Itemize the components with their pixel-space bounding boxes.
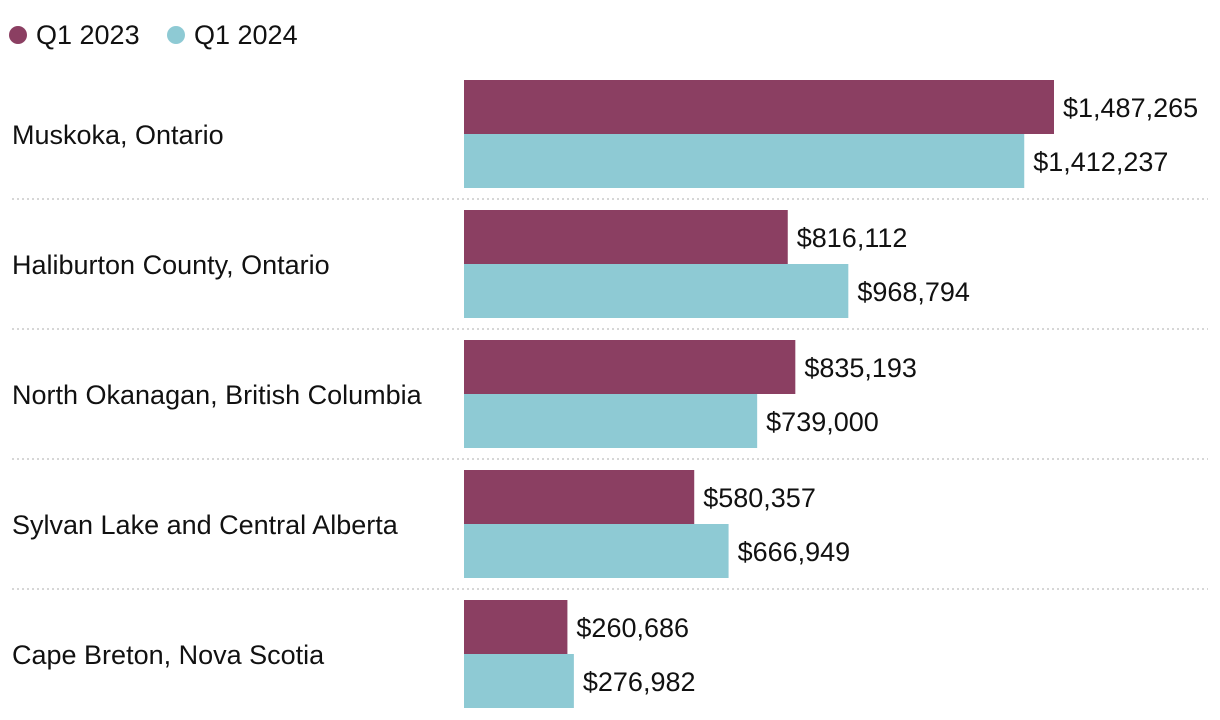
category-label: Cape Breton, Nova Scotia: [12, 640, 325, 670]
bar-q1-2023: [464, 210, 788, 264]
category-label: Haliburton County, Ontario: [12, 250, 330, 280]
category-row: North Okanagan, British Columbia $835,193…: [12, 340, 1208, 460]
value-label: $816,112: [797, 223, 908, 253]
category-row: Cape Breton, Nova Scotia $260,686 $276,982: [12, 600, 696, 708]
category-label: North Okanagan, British Columbia: [12, 380, 423, 410]
legend-label-0: Q1 2023: [36, 20, 140, 50]
legend-swatch-0: [9, 26, 27, 44]
bar-q1-2023: [464, 470, 695, 524]
category-row: Sylvan Lake and Central Alberta $580,357 $…: [12, 470, 1208, 590]
legend-swatch-1: [167, 26, 185, 44]
value-label: $276,982: [583, 667, 696, 697]
category-row: Muskoka, Ontario $1,487,265 $1,412,237: [12, 80, 1208, 200]
value-label: $968,794: [857, 277, 970, 307]
chart-rows: Muskoka, Ontario $1,487,265 $1,412,237 Hali…: [12, 80, 1208, 708]
value-label: $260,686: [576, 613, 689, 643]
value-label: $1,487,265: [1063, 93, 1198, 123]
bar-q1-2024: [464, 524, 729, 578]
bar-q1-2024: [464, 134, 1025, 188]
legend: Q1 2023 Q1 2024: [9, 20, 298, 50]
value-label: $739,000: [766, 407, 879, 437]
value-label: $580,357: [703, 483, 816, 513]
bar-q1-2024: [464, 654, 574, 708]
bar-q1-2023: [464, 80, 1054, 134]
value-label: $666,949: [738, 537, 851, 567]
bar-q1-2024: [464, 264, 849, 318]
category-row: Haliburton County, Ontario $816,112 $968,7…: [12, 210, 1208, 330]
category-label: Muskoka, Ontario: [12, 120, 224, 150]
bar-q1-2024: [464, 394, 758, 448]
value-label: $1,412,237: [1033, 147, 1168, 177]
bar-q1-2023: [464, 600, 568, 654]
value-label: $835,193: [804, 353, 917, 383]
legend-label-1: Q1 2024: [194, 20, 298, 50]
category-label: Sylvan Lake and Central Alberta: [12, 510, 399, 540]
bar-q1-2023: [464, 340, 796, 394]
